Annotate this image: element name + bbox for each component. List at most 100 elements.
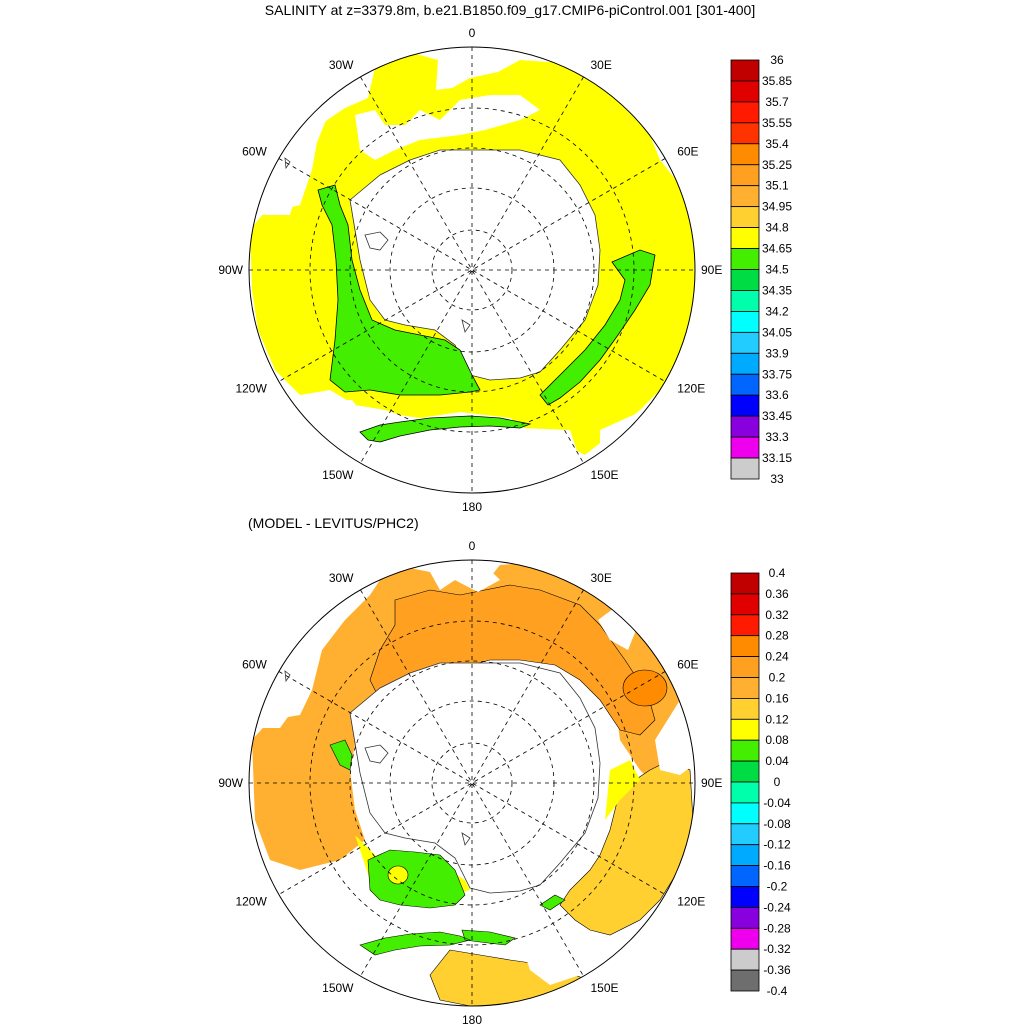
bottom-colorbar-swatch	[730, 677, 760, 699]
top-colorbar-label: 34.65	[762, 242, 792, 256]
top-colorbar-swatch	[730, 143, 760, 166]
top-colorbar-label: 35.7	[765, 95, 789, 109]
bottom-graticule	[249, 560, 695, 1006]
top-lon-label: 150W	[322, 468, 354, 482]
top-colorbar-swatch	[730, 373, 760, 396]
bottom-lon-label: 90W	[218, 776, 243, 790]
figure-title: SALINITY at z=3379.8m, b.e21.B1850.f09_g…	[265, 2, 755, 18]
top-longitude-labels: 0 30E 60E 90E 120E 150E 180 150W 120W 90W 60W 30W	[218, 26, 722, 514]
bottom-region-orange-blob	[622, 669, 668, 707]
bottom-lon-label: 120W	[235, 895, 267, 909]
top-colorbar-swatch	[730, 164, 760, 187]
bottom-colorbar-label: -0.36	[763, 963, 791, 977]
bottom-colorbar-label: 0.36	[765, 587, 789, 601]
bottom-lon-label: 60E	[677, 658, 698, 672]
bottom-colorbar-swatch	[730, 635, 760, 658]
top-graticule	[249, 47, 695, 493]
top-lon-label: 120E	[677, 382, 705, 396]
top-lon-label: 90W	[218, 263, 243, 277]
top-lon-label: 30E	[591, 58, 612, 72]
bottom-colorbar-swatch	[730, 927, 760, 950]
top-lon-label: 90E	[701, 263, 722, 277]
bottom-colorbar-label: -0.16	[763, 859, 791, 873]
top-colorbar-label: 36	[770, 53, 784, 67]
top-colorbar-swatch	[730, 331, 760, 354]
top-region-weddell-green	[317, 184, 481, 396]
bottom-colorbar-label: -0.4	[767, 984, 788, 998]
bottom-region-yellow-hole	[387, 865, 409, 885]
bottom-colorbar-label: -0.12	[763, 838, 791, 852]
bottom-colorbar-label: 0.2	[769, 671, 786, 685]
top-colorbar-label: 35.4	[765, 137, 789, 151]
top-colorbar-label: 33.45	[762, 409, 792, 423]
bottom-colorbar-label: 0.28	[765, 629, 789, 643]
bottom-lon-label: 60W	[242, 658, 267, 672]
bottom-colorbar-swatch	[730, 781, 760, 804]
bottom-lon-label: 120E	[677, 895, 705, 909]
bottom-colorbar-swatch	[730, 823, 760, 846]
bottom-colorbar-label: 0.4	[769, 566, 786, 580]
top-colorbar-swatch	[730, 101, 760, 124]
bottom-lon-label: 90E	[701, 776, 722, 790]
bottom-colorbar-swatch	[730, 593, 760, 616]
top-colorbar-swatch	[730, 269, 760, 291]
top-colorbar-swatch	[730, 436, 760, 459]
bottom-colorbar-label: 0.24	[765, 650, 789, 664]
bottom-lon-label: 150E	[591, 981, 619, 995]
bottom-colorbar-label: 0.04	[765, 754, 789, 768]
top-colorbar-swatch	[730, 415, 760, 438]
bottom-colorbar-label: -0.04	[763, 796, 791, 810]
bottom-colorbar-label: 0.08	[765, 733, 789, 747]
bottom-colorbar-label: -0.2	[767, 880, 788, 894]
top-colorbar-label: 33.75	[762, 367, 792, 381]
top-colorbar-label: 33	[770, 472, 784, 486]
bottom-colorbar-swatch	[730, 698, 760, 720]
top-colorbar-swatch	[730, 290, 760, 312]
bottom-colorbar-swatch	[730, 907, 760, 929]
bottom-colorbar-label: 0.16	[765, 691, 789, 705]
top-lon-label: 120W	[235, 382, 267, 396]
top-colorbar-label: 34.35	[762, 283, 792, 297]
top-map: 0 30E 60E 90E 120E 150E 180 150W 120W 90W 60W 30W	[218, 26, 722, 514]
bottom-colorbar-swatch	[730, 844, 760, 867]
bottom-region-ross-green	[359, 894, 566, 956]
bottom-region-weddell-green	[329, 739, 466, 909]
top-colorbar-swatch	[730, 59, 760, 82]
bottom-colorbar-label: -0.08	[763, 817, 791, 831]
bottom-colorbar-swatch	[730, 739, 760, 762]
top-lon-label: 60E	[677, 145, 698, 159]
bottom-longitude-labels: 0 30E 60E 90E 120E 150E 180 150W 120W 90W 60W 30W	[218, 539, 722, 1024]
top-colorbar-swatch	[730, 310, 760, 333]
top-colorbar-swatch	[730, 352, 760, 375]
top-colorbar-label: 34.95	[762, 200, 792, 214]
bottom-lon-label: 0	[469, 539, 476, 553]
bottom-colorbar-swatch	[730, 614, 760, 637]
bottom-lon-label: 150W	[322, 981, 354, 995]
top-colorbar-label: 34.05	[762, 325, 792, 339]
bottom-colorbar-swatch	[730, 718, 760, 741]
top-coastline	[284, 157, 471, 333]
bottom-colorbar-swatch	[730, 948, 760, 971]
top-colorbar-swatch	[730, 457, 760, 480]
bottom-coastline	[284, 670, 471, 846]
top-colorbar-swatch	[730, 122, 760, 145]
bottom-lon-label: 30E	[591, 571, 612, 585]
top-colorbar-swatch	[730, 394, 760, 417]
top-colorbar-swatch	[730, 185, 760, 208]
bottom-colorbar-label: 0	[774, 775, 781, 789]
top-colorbar: 36 35.85 35.7 35.55 35.4 35.25 35.1 34.95 34.8 34…	[730, 53, 792, 486]
top-colorbar-label: 34.5	[765, 263, 789, 277]
bottom-colorbar-swatch	[730, 572, 760, 595]
bottom-colorbar-swatch	[730, 656, 760, 678]
top-lon-label: 180	[462, 500, 482, 514]
bottom-colorbar-label: -0.28	[763, 921, 791, 935]
bottom-map: 0 30E 60E 90E 120E 150E 180 150W 120W 90W 60W 30W	[218, 539, 722, 1024]
figure-subtitle: (MODEL - LEVITUS/PHC2)	[248, 515, 419, 531]
bottom-colorbar-label: 0.12	[765, 712, 789, 726]
top-lon-label: 150E	[591, 468, 619, 482]
bottom-colorbar-label: -0.32	[763, 942, 791, 956]
top-colorbar-label: 35.25	[762, 158, 792, 172]
top-colorbar-label: 33.15	[762, 451, 792, 465]
top-colorbar-label: 33.9	[765, 346, 789, 360]
top-region-ross-green	[359, 415, 532, 443]
